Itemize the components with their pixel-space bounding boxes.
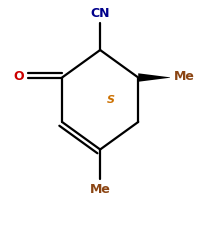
Text: S: S xyxy=(106,95,115,105)
Text: Me: Me xyxy=(90,183,111,196)
Polygon shape xyxy=(138,73,170,82)
Text: Me: Me xyxy=(174,70,195,83)
Text: O: O xyxy=(13,70,24,83)
Text: CN: CN xyxy=(90,7,110,20)
